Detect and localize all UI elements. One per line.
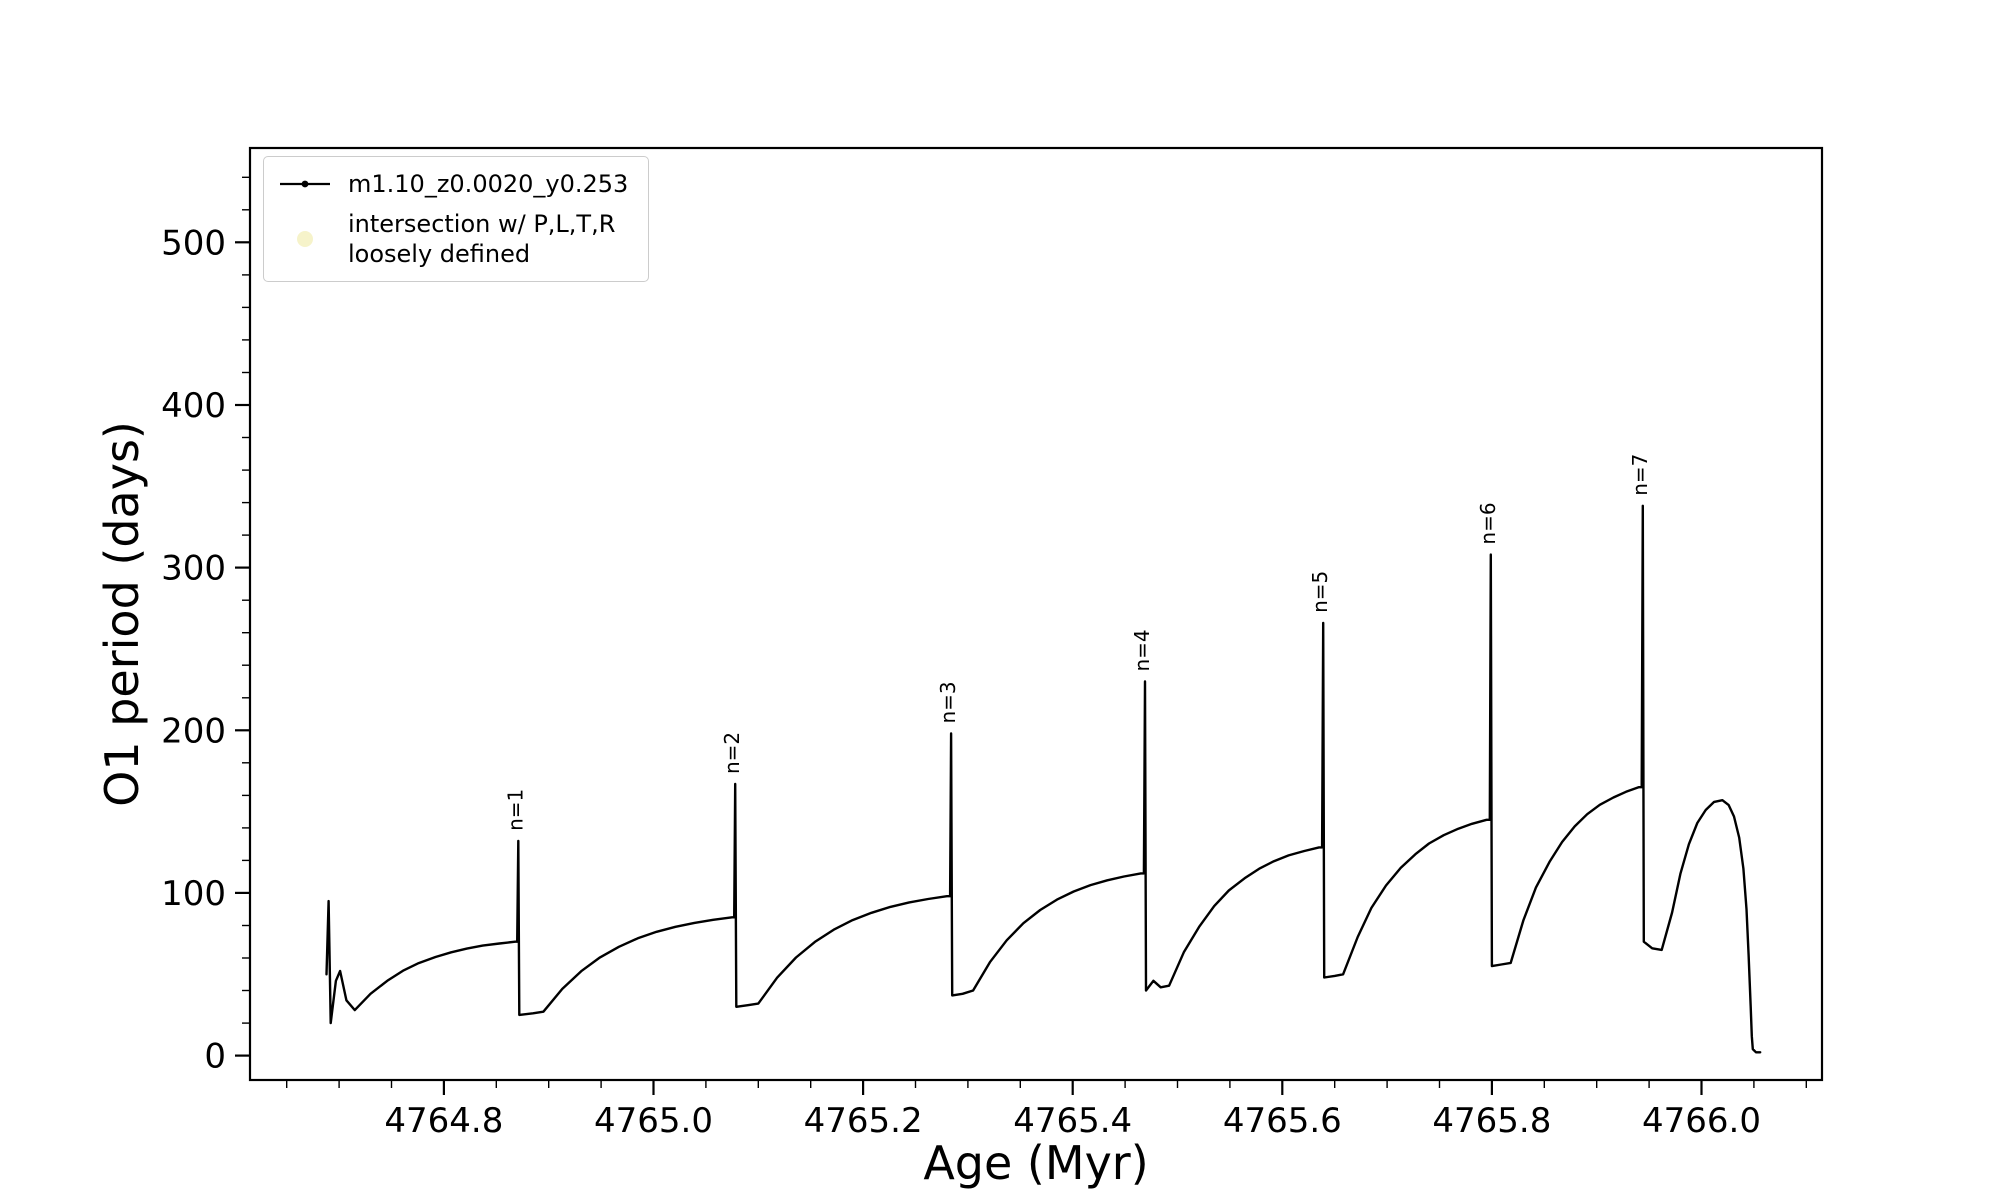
y-axis-label: O1 period (days) — [95, 421, 149, 807]
y-tick-label: 100 — [161, 874, 226, 914]
spike-label: n=7 — [1628, 454, 1652, 496]
x-axis-label: Age (Myr) — [923, 1136, 1149, 1190]
x-tick-label: 4765.4 — [1013, 1101, 1132, 1141]
legend-label-intersection-line1: intersection w/ P,L,T,R — [348, 210, 616, 238]
y-tick-label: 500 — [161, 223, 226, 263]
x-tick-label: 4765.2 — [804, 1101, 923, 1141]
circle-marker — [297, 231, 313, 247]
x-tick-label: 4765.8 — [1432, 1101, 1551, 1141]
legend-circle-glyph — [297, 231, 313, 247]
spike-label: n=5 — [1308, 571, 1332, 613]
line-dot-marker — [280, 180, 330, 188]
legend-label-intersection-line2: loosely defined — [348, 240, 531, 268]
x-tick-label: 4765.6 — [1223, 1101, 1342, 1141]
legend-entry-series: m1.10_z0.0020_y0.253 — [278, 169, 628, 199]
axes-box — [248, 146, 1824, 1082]
legend-label-intersection: intersection w/ P,L,T,R loosely defined — [348, 209, 615, 269]
x-tick-label: 4764.8 — [384, 1101, 503, 1141]
legend-dot-glyph — [301, 180, 309, 188]
spike-label: n=1 — [503, 789, 527, 831]
data-curve — [325, 504, 1762, 1054]
spike-label: n=3 — [936, 681, 960, 723]
y-tick-label: 200 — [161, 711, 226, 751]
y-tick-label: 0 — [204, 1037, 226, 1077]
y-tick-label: 300 — [161, 549, 226, 589]
legend-entry-intersection: intersection w/ P,L,T,R loosely defined — [278, 209, 628, 269]
y-tick-label: 400 — [161, 386, 226, 426]
spike-label: n=2 — [720, 732, 744, 774]
legend-label-series: m1.10_z0.0020_y0.253 — [348, 170, 629, 198]
x-tick-label: 4766.0 — [1642, 1101, 1761, 1141]
spike-label: n=6 — [1476, 502, 1500, 544]
legend: m1.10_z0.0020_y0.253 intersection w/ P,L… — [263, 156, 650, 282]
spike-label: n=4 — [1130, 629, 1154, 671]
x-tick-label: 4765.0 — [594, 1101, 713, 1141]
